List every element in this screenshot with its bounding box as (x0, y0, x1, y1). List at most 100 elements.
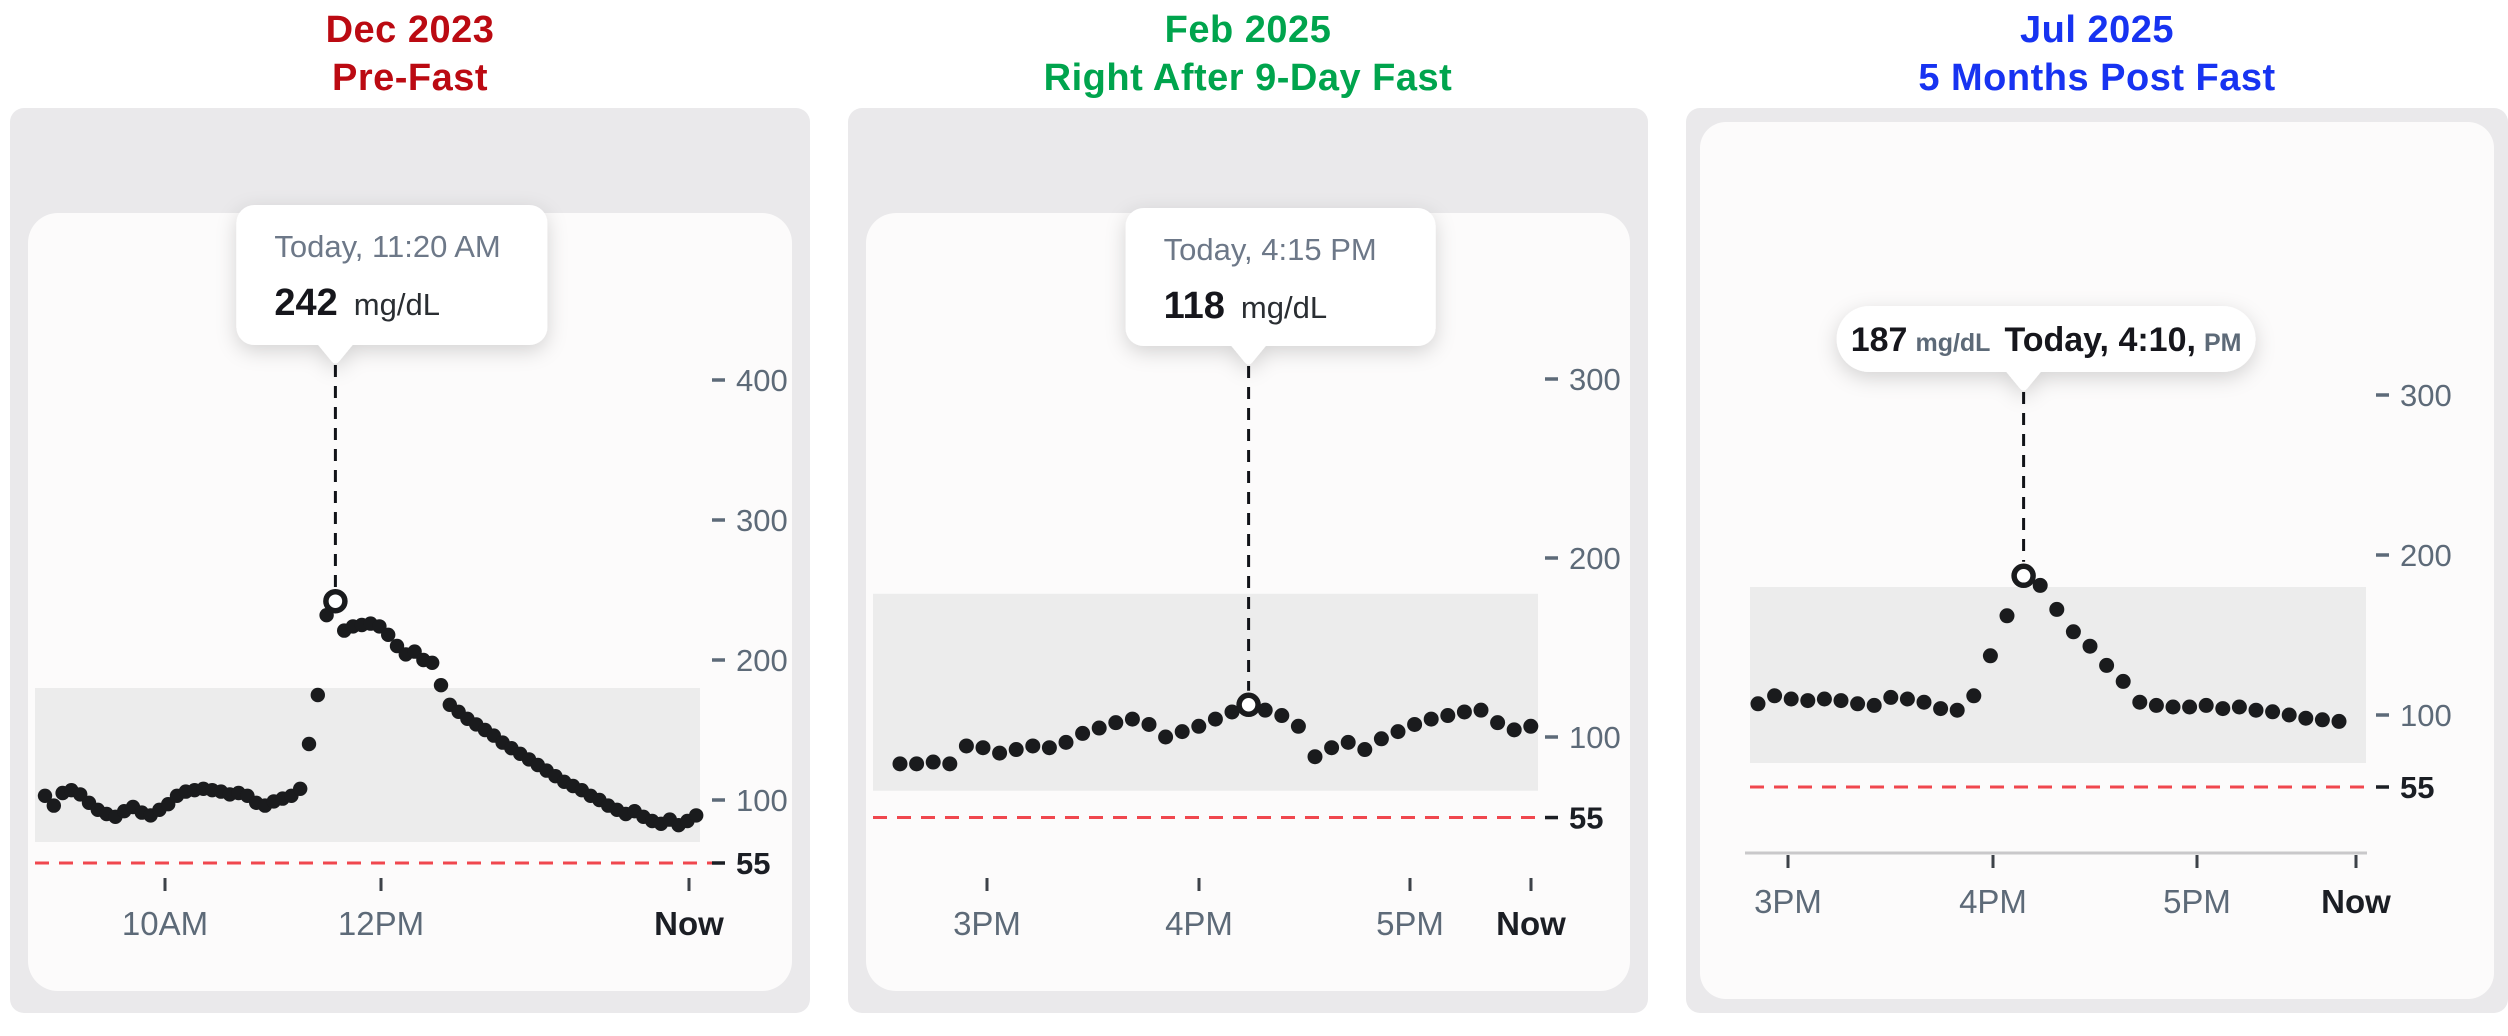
data-point (1916, 694, 1932, 710)
data-point (46, 798, 61, 813)
data-point (1340, 734, 1356, 750)
data-point (2132, 694, 2148, 710)
tooltip-notch (2005, 371, 2042, 391)
data-point (2231, 699, 2247, 715)
tooltip-reading: 187 mg/dL Today, 4:10, PM (1851, 321, 2242, 359)
data-point (942, 756, 958, 772)
low-threshold-label: 55 (1569, 801, 1603, 836)
data-point (1158, 729, 1174, 745)
x-axis-label: 5PM (1376, 905, 1444, 942)
data-point (1274, 708, 1290, 724)
highlighted-data-point[interactable] (1236, 692, 1261, 718)
data-point (1257, 702, 1273, 718)
y-axis-label: 300 (736, 503, 788, 538)
glucose-chart-plot[interactable]: 400 300 200 100 55 10AM 12PM Now Today, 11:20 AM… (10, 108, 810, 1013)
y-axis-label: 100 (1569, 720, 1621, 755)
panel-pre-fast: Dec 2023 Pre-Fast 400 300 200 100 55 10AM 12PM… (10, 0, 810, 1036)
glucose-chart-card: 400 300 200 100 55 10AM 12PM Now Today, 11:20 AM… (10, 108, 810, 1013)
chart-title: Feb 2025 (1164, 9, 1332, 51)
data-point (2049, 601, 2065, 617)
data-point (1982, 648, 1998, 664)
data-point (1816, 691, 1832, 707)
y-axis-label: 400 (736, 363, 788, 398)
data-point (1899, 691, 1915, 707)
data-point (301, 736, 317, 752)
data-point (925, 754, 941, 770)
target-range-band (873, 593, 1538, 791)
y-axis-label: 100 (736, 783, 788, 818)
data-point (2099, 657, 2115, 673)
data-point (433, 678, 449, 693)
glucose-tooltip: 187 mg/dL Today, 4:10, PM (1836, 306, 2256, 391)
data-point (1025, 738, 1041, 754)
data-point (1506, 722, 1522, 738)
x-axis-label: 4PM (1165, 905, 1233, 942)
data-point (2082, 638, 2098, 654)
data-point (2065, 624, 2081, 640)
data-point (1456, 704, 1472, 720)
data-point (1473, 702, 1489, 718)
chart-panel (1700, 122, 2494, 999)
data-point (2298, 710, 2314, 726)
panel-post-fast: Feb 2025 Right After 9-Day Fast 300 200 10… (848, 0, 1648, 1036)
data-point (1008, 742, 1024, 758)
data-point (1999, 608, 2015, 624)
data-point (1174, 724, 1190, 740)
data-point (1767, 688, 1783, 704)
glucose-tooltip: Today, 11:20 AM 242 mg/dL (236, 205, 548, 364)
data-point (1407, 716, 1423, 732)
data-point (1490, 715, 1506, 731)
data-point (958, 738, 974, 754)
highlighted-data-point[interactable] (2011, 563, 2036, 589)
data-point (689, 808, 704, 823)
data-point (2032, 577, 2048, 593)
data-point (1307, 749, 1323, 765)
tooltip-notch (1230, 345, 1267, 365)
data-point (892, 756, 908, 772)
data-point (1883, 689, 1899, 705)
data-point (1075, 725, 1091, 741)
data-point (1949, 702, 1965, 718)
tooltip-timestamp: Today, 4:15 PM (1164, 232, 1377, 267)
data-point (2248, 702, 2264, 718)
highlighted-data-point[interactable] (323, 588, 348, 614)
data-point (2314, 712, 2330, 728)
glucose-tooltip: Today, 4:15 PM 118 mg/dL (1125, 208, 1436, 365)
data-point (2215, 701, 2231, 717)
data-point (425, 655, 440, 670)
glucose-chart-plot[interactable]: 300 200 100 55 3PM 4PM 5PM Now Today, 4:15 PM 118… (848, 108, 1648, 1013)
target-range-band (35, 688, 700, 842)
data-point (1191, 718, 1207, 734)
data-point (1058, 734, 1074, 750)
tooltip-timestamp: Today, 11:20 AM (274, 229, 500, 264)
chart-title-block: Jul 2025 5 Months Post Fast (1686, 6, 2508, 102)
chart-title: Dec 2023 (325, 9, 495, 51)
data-point (1390, 724, 1406, 740)
data-point (1423, 711, 1439, 727)
panel-five-months-later: Jul 2025 5 Months Post Fast 300 200 100 55 3… (1686, 0, 2508, 1036)
data-point (1290, 718, 1306, 734)
data-point (1373, 731, 1389, 747)
data-point (2182, 699, 2198, 715)
chart-title-block: Dec 2023 Pre-Fast (10, 6, 810, 102)
tooltip-box (1836, 306, 2256, 372)
chart-title: Jul 2025 (2020, 9, 2174, 51)
data-point (1523, 718, 1539, 734)
y-axis-label: 200 (736, 643, 788, 678)
data-point (1933, 701, 1949, 717)
data-point (2281, 707, 2297, 723)
chart-subtitle: 5 Months Post Fast (1918, 57, 2276, 99)
data-point (1141, 716, 1157, 732)
chart-title-block: Feb 2025 Right After 9-Day Fast (848, 6, 1648, 102)
tooltip-notch (317, 344, 354, 364)
x-axis-label: 3PM (1754, 883, 1822, 920)
y-axis-label: 100 (2400, 698, 2452, 733)
data-point (2265, 704, 2281, 720)
data-point (975, 740, 991, 756)
glucose-chart-plot[interactable]: 300 200 100 55 3PM 4PM 5PM Now 187 mg/dL Today, 4:… (1686, 108, 2508, 1013)
data-point (1324, 740, 1340, 756)
data-point (1783, 691, 1799, 707)
x-axis-label-now: Now (1496, 905, 1566, 942)
x-axis-label: 4PM (1959, 883, 2027, 920)
